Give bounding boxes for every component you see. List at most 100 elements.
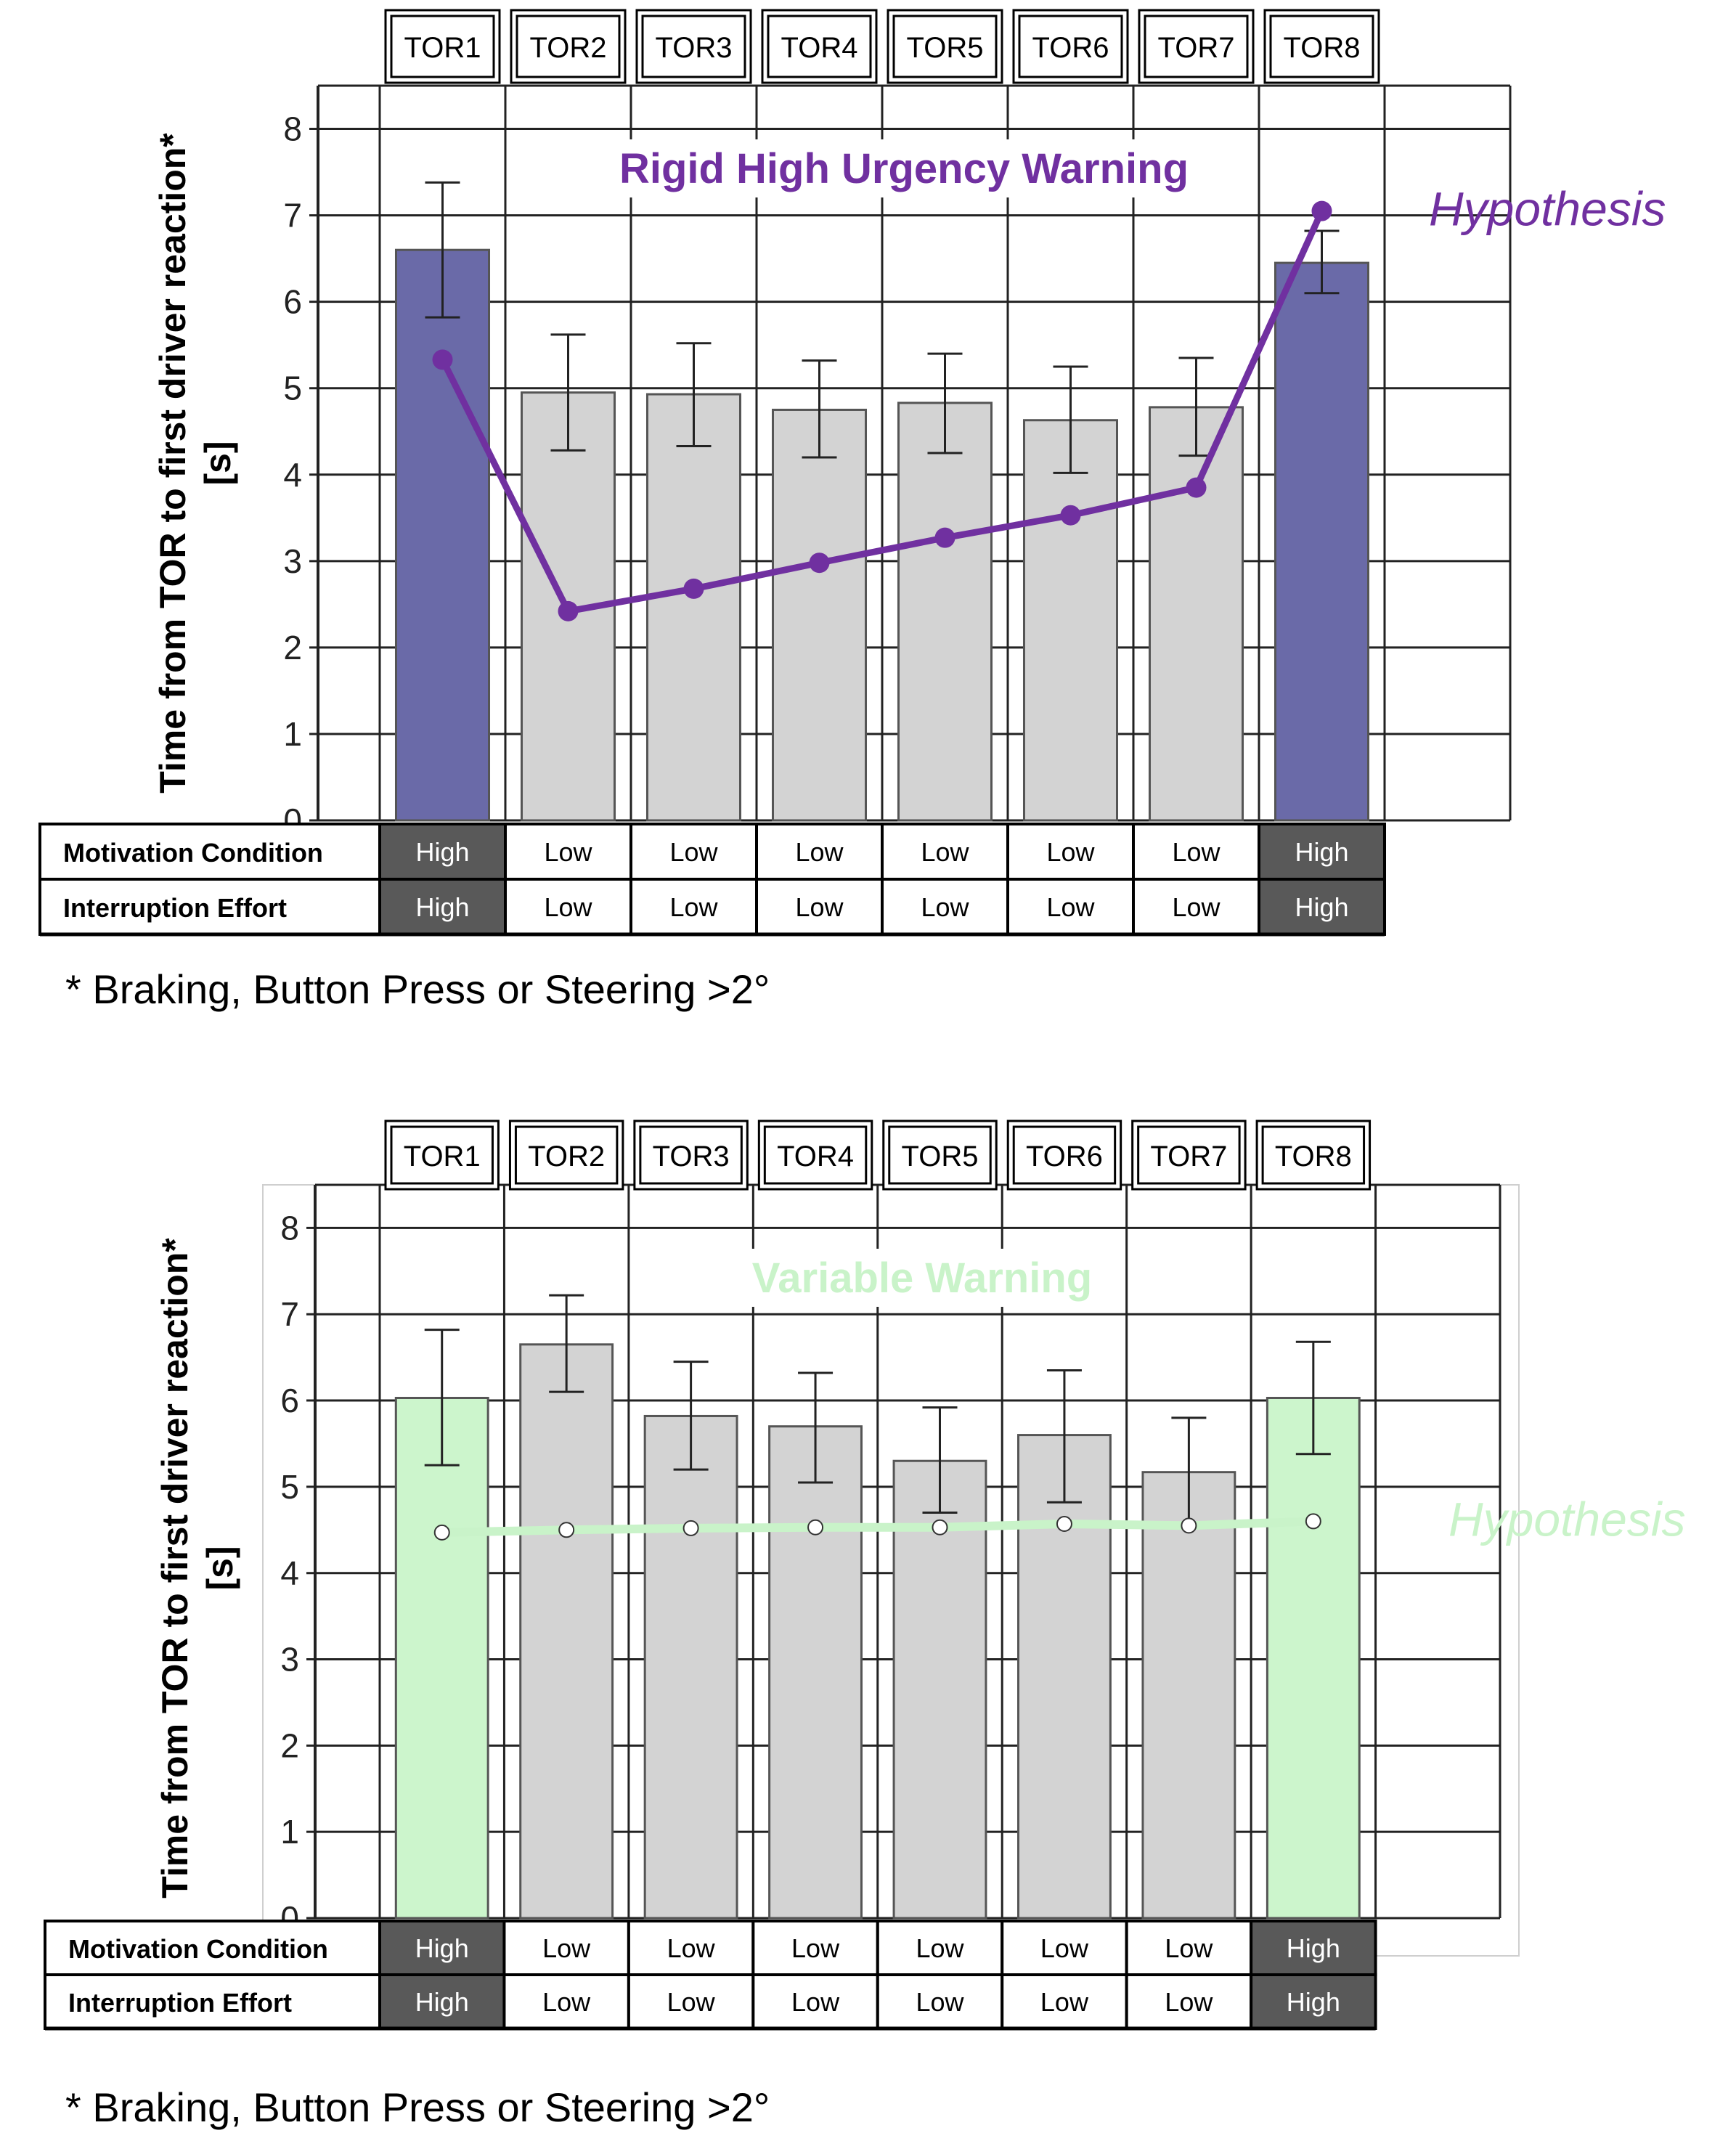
rigid-warning-figure: Rigid High Urgency Warning 0 1 2 3 4 5 6 7 8 Time … xyxy=(0,0,1736,1038)
condition-cell xyxy=(751,1973,879,2030)
hypothesis-point xyxy=(1181,1517,1197,1534)
y-tick-label: 2 xyxy=(280,1726,299,1764)
hypothesis-point xyxy=(1186,477,1207,498)
condition-cell-value: High xyxy=(415,1987,469,2017)
y-tick-label: 5 xyxy=(283,370,302,407)
hypothesis-point xyxy=(809,552,830,574)
condition-cell xyxy=(378,823,507,881)
category-label: TOR8 xyxy=(1275,1141,1352,1173)
condition-cell-value: Low xyxy=(791,1933,840,1963)
error-bar xyxy=(922,1406,958,1514)
category-header-box xyxy=(1144,15,1249,78)
y-tick-label: 7 xyxy=(280,1295,299,1333)
rigid-warning-chart: Rigid High Urgency Warning012345678Time … xyxy=(38,9,1666,937)
error-bar xyxy=(1053,365,1088,474)
bar xyxy=(1022,419,1119,822)
category-header-box xyxy=(390,1125,494,1185)
error-bar xyxy=(927,352,963,454)
y-tick-label: 8 xyxy=(280,1209,299,1247)
y-tick-label: 1 xyxy=(283,715,302,753)
category-header-box xyxy=(514,1125,619,1185)
condition-cell xyxy=(627,1973,755,2030)
category-header-box xyxy=(1269,15,1374,78)
y-axis-label: Time from TOR to first driver reaction* xyxy=(152,133,193,794)
y-tick-label: 1 xyxy=(280,1813,299,1851)
error-bar xyxy=(550,333,586,452)
bar xyxy=(892,1459,987,1920)
title-backdrop xyxy=(614,139,1194,197)
y-tick-label: 7 xyxy=(283,197,302,235)
condition-cell xyxy=(1250,1920,1377,1976)
y-tick-label: 5 xyxy=(280,1468,299,1506)
hypothesis-line xyxy=(441,1517,1314,1537)
condition-cell-value: Low xyxy=(916,1987,964,2017)
condition-cell-value: Low xyxy=(542,1987,591,2017)
condition-cell-value: Low xyxy=(795,892,844,922)
hypothesis-point xyxy=(1311,200,1332,221)
category-header-box xyxy=(639,1125,743,1185)
error-bar xyxy=(425,181,460,319)
category-label: TOR5 xyxy=(907,32,984,64)
condition-row-label: Interruption Effort xyxy=(63,893,287,923)
category-label: TOR7 xyxy=(1158,32,1235,64)
error-bar xyxy=(802,359,837,459)
condition-cell-value: Low xyxy=(667,1933,716,1963)
category-header-box xyxy=(1012,1125,1117,1185)
condition-cell-value: High xyxy=(415,837,469,867)
category-label: TOR2 xyxy=(530,32,607,64)
variable-warning-figure: Variable Warning 0 1 2 3 4 5 6 7 8 Time from TOR t… xyxy=(0,1104,1736,2141)
condition-cell xyxy=(1006,878,1135,936)
y-tick-label: 6 xyxy=(283,283,302,321)
hypothesis-point xyxy=(558,1522,575,1538)
hypothesis-label: Hypothesis xyxy=(1448,1492,1686,1546)
category-header-box xyxy=(767,15,872,78)
condition-row-label: Interruption Effort xyxy=(68,1988,292,2018)
condition-cell xyxy=(629,878,758,936)
condition-cell xyxy=(876,1973,1004,2030)
category-header-box xyxy=(1018,15,1123,78)
condition-cell-value: High xyxy=(1287,1933,1340,1963)
category-label: TOR6 xyxy=(1026,1141,1103,1173)
condition-cell-value: Low xyxy=(1046,837,1095,867)
condition-cell-value: Low xyxy=(795,837,844,867)
category-header-box xyxy=(390,15,495,78)
condition-cell-value: Low xyxy=(669,837,718,867)
condition-row-header xyxy=(44,1973,381,2030)
category-header-box xyxy=(892,15,998,78)
condition-cell xyxy=(1006,823,1135,881)
hypothesis-point xyxy=(558,600,579,621)
hypothesis-point xyxy=(432,349,453,370)
category-label: TOR5 xyxy=(902,1141,979,1173)
hypothesis-point xyxy=(433,1524,450,1541)
hypothesis-point xyxy=(682,1520,699,1536)
condition-cell-value: Low xyxy=(544,892,592,922)
condition-cell-value: High xyxy=(1287,1987,1340,2017)
condition-cell xyxy=(1132,878,1260,936)
error-bar xyxy=(1295,1340,1331,1456)
title-backdrop xyxy=(719,1249,1125,1307)
footnote: * Braking, Button Press or Steering >2° xyxy=(65,2084,770,2130)
category-header-box xyxy=(641,15,746,78)
bar xyxy=(771,408,868,822)
category-label: TOR6 xyxy=(1032,32,1109,64)
error-bar xyxy=(673,1361,709,1471)
condition-cell xyxy=(876,1920,1004,1976)
category-label: TOR8 xyxy=(1284,32,1361,64)
bar xyxy=(394,1396,489,1920)
footnote: * Braking, Button Press or Steering >2° xyxy=(65,966,770,1012)
condition-cell xyxy=(627,1920,755,1976)
condition-cell-value: Low xyxy=(1040,1987,1089,2017)
condition-cell-value: Low xyxy=(669,892,718,922)
condition-cell xyxy=(1132,823,1260,881)
category-header-box xyxy=(1261,1125,1366,1185)
y-axis-label: Time from TOR to first driver reaction* xyxy=(155,1238,195,1899)
condition-cell-value: Low xyxy=(791,1987,840,2017)
bar xyxy=(768,1425,863,1920)
y-tick-label: 3 xyxy=(280,1641,299,1679)
condition-row-label: Motivation Condition xyxy=(63,838,323,868)
bar xyxy=(1017,1434,1112,1920)
condition-cell-value: High xyxy=(415,1933,469,1963)
condition-cell-value: Low xyxy=(1165,1933,1213,1963)
category-label: TOR7 xyxy=(1150,1141,1227,1173)
condition-cell-value: Low xyxy=(1172,892,1221,922)
